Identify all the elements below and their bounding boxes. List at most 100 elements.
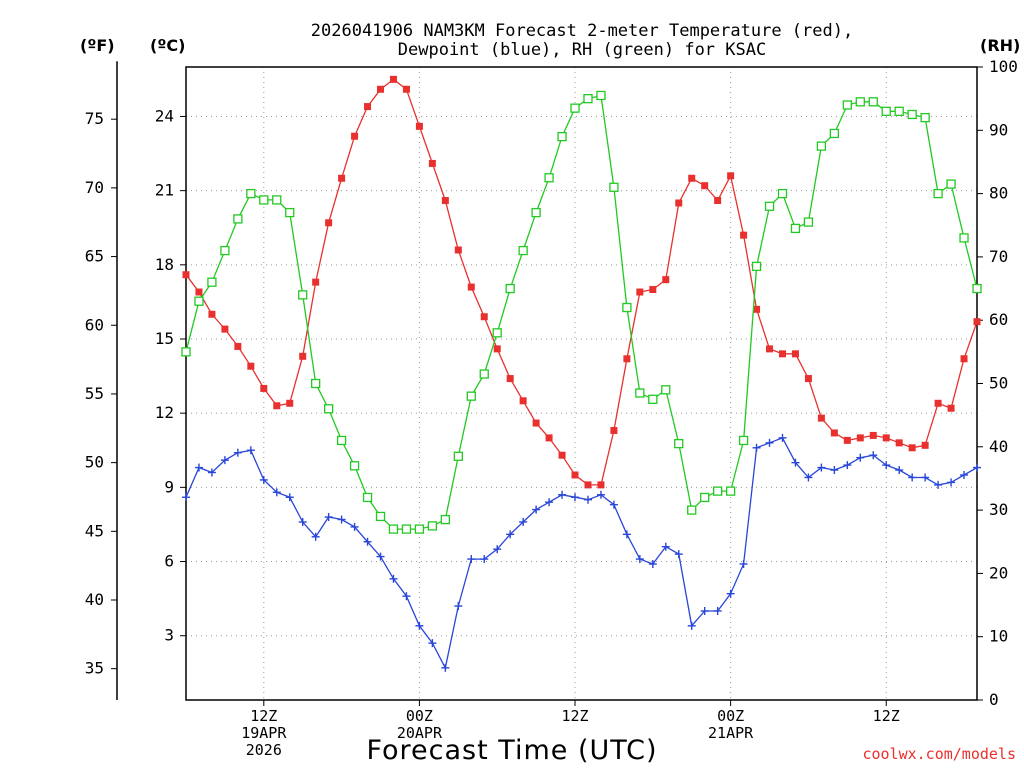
rh-point (700, 492, 710, 503)
temperature-point (895, 439, 903, 447)
rh-point (816, 141, 827, 151)
temperature-point (441, 197, 449, 205)
dewpoint-point (428, 639, 437, 648)
temperature-point (817, 414, 825, 422)
rh-tick-label: 80 (989, 184, 1008, 203)
temperature-point (740, 231, 748, 239)
dewpoint-point (415, 621, 424, 630)
dewpoint-point (609, 500, 618, 509)
temperature-point (558, 451, 566, 459)
rh-point (894, 106, 904, 116)
fahrenheit-tick-label: 35 (85, 659, 104, 678)
temperature-point (532, 419, 540, 427)
temperature-point (610, 426, 618, 434)
x-tick-label: 12Z (873, 707, 900, 725)
dewpoint-point (493, 545, 502, 554)
rh-point (362, 492, 373, 503)
dewpoint-point (869, 451, 878, 460)
dewpoint-point (545, 498, 554, 507)
fahrenheit-tick-label: 60 (85, 315, 104, 334)
temperature-point (688, 174, 696, 182)
rh-point (311, 378, 321, 389)
series-2 (181, 90, 982, 534)
temperature-point (389, 75, 397, 83)
rh-point (687, 505, 697, 515)
x-tick-label: 00Z (717, 707, 744, 725)
x-tick-label: 2026 (246, 741, 282, 759)
temperature-point (428, 159, 436, 167)
dewpoint-point (817, 463, 826, 472)
chart-title-line-1: 2026041906 NAM3KM Forecast 2-meter Tempe… (311, 21, 853, 41)
dewpoint-point (298, 517, 307, 526)
temperature-point (908, 444, 916, 452)
dewpoint-point (402, 592, 411, 601)
dewpoint-point (700, 606, 709, 615)
temperature-point (182, 271, 190, 279)
rh-point (829, 128, 840, 139)
dewpoint-point (571, 493, 580, 502)
dewpoint-point (752, 443, 761, 452)
rh-point (233, 214, 243, 224)
x-tick-label: 19APR (241, 724, 287, 742)
rh-point (972, 283, 982, 294)
dewpoint-point (674, 550, 683, 559)
celsius-tick-label: 21 (155, 181, 174, 200)
dewpoint-point (908, 473, 917, 482)
chart-title-line-2: Dewpoint (blue), RH (green) for KSAC (398, 40, 766, 60)
axes: 3 6 9 12 15 18 21 24 35 40 45 50 55 60 65 70 75 0 10 20 30 40… (85, 57, 1018, 759)
rh-point (777, 188, 788, 199)
dewpoint-point (272, 488, 281, 497)
temperature-point (947, 404, 955, 412)
dewpoint-point (233, 448, 242, 457)
temperature-point (830, 429, 838, 437)
temperature-point (312, 278, 320, 286)
temperature-point (675, 199, 683, 207)
rh-point (557, 131, 567, 142)
temperature-point (480, 313, 488, 321)
rh-tick-label: 20 (989, 563, 1008, 582)
rh-point (661, 385, 671, 395)
dewpoint-point (661, 542, 670, 551)
rh-point (725, 486, 736, 496)
dewpoint-point (532, 505, 541, 514)
temperature-point (597, 481, 605, 489)
dewpoint-point (856, 453, 865, 462)
rh-tick-label: 0 (989, 690, 999, 709)
rh-point (713, 486, 723, 496)
dewpoint-point (441, 663, 450, 672)
x-tick-label: 12Z (561, 707, 588, 725)
rh-point (505, 283, 515, 294)
temperature-point (506, 375, 514, 383)
rh-point (946, 179, 956, 189)
rh-point (738, 435, 749, 446)
dewpoint-point (376, 552, 385, 561)
temperature-point (649, 286, 657, 294)
rh-point (401, 524, 412, 534)
fahrenheit-tick-label: 75 (85, 109, 104, 128)
temperature-point (377, 85, 385, 93)
plot-frame (185, 66, 978, 701)
dewpoint-point (804, 473, 813, 482)
rh-tick-label: 40 (989, 437, 1008, 456)
x-axis-label: Forecast Time (UTC) (366, 735, 657, 766)
rh-point (531, 207, 541, 218)
temperature-point (662, 276, 670, 284)
rh-point (388, 524, 399, 534)
dewpoint-point (635, 555, 644, 564)
dewpoint-point (220, 456, 229, 465)
temperature-point (286, 399, 294, 407)
dewpoint-point (467, 555, 476, 564)
rh-point (181, 347, 191, 357)
dewpoint-point (947, 478, 956, 487)
fahrenheit-tick-label: 45 (85, 521, 104, 540)
rh-point (674, 438, 684, 449)
temperature-point (791, 350, 799, 358)
rh-point (285, 207, 295, 218)
dewpoint-point (285, 493, 294, 502)
rh-point (570, 103, 580, 113)
fahrenheit-tick-label: 70 (85, 178, 104, 197)
series-1 (182, 433, 981, 672)
temperature-point (701, 182, 709, 190)
temperature-point (260, 384, 268, 392)
